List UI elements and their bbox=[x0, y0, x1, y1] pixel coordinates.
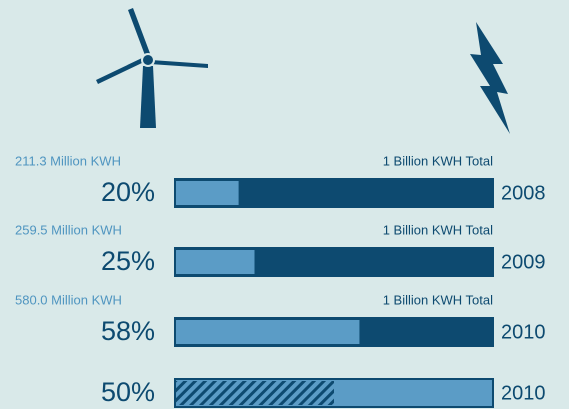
year-label: 2008 bbox=[501, 182, 546, 204]
total-label: 1 Billion KWH Total bbox=[383, 153, 493, 168]
total-label: 1 Billion KWH Total bbox=[383, 292, 493, 307]
year-label: 2010 bbox=[501, 382, 546, 404]
amount-label: 211.3 Million KWH bbox=[15, 153, 121, 168]
percent-label: 50% bbox=[101, 377, 155, 407]
wind-turbine-icon bbox=[96, 8, 208, 128]
year-label: 2009 bbox=[501, 251, 546, 273]
total-label: 1 Billion KWH Total bbox=[383, 222, 493, 237]
percent-label: 25% bbox=[101, 246, 155, 276]
amount-label: 580.0 Million KWH bbox=[15, 292, 122, 307]
bar bbox=[176, 320, 360, 344]
bar bbox=[176, 181, 239, 205]
bar bbox=[176, 381, 334, 405]
amount-label: 259.5 Million KWH bbox=[15, 222, 122, 237]
lightning-icon bbox=[470, 22, 510, 134]
year-label: 2010 bbox=[501, 321, 546, 343]
percent-label: 58% bbox=[101, 316, 155, 346]
percent-label: 20% bbox=[101, 177, 155, 207]
bar bbox=[176, 250, 255, 274]
